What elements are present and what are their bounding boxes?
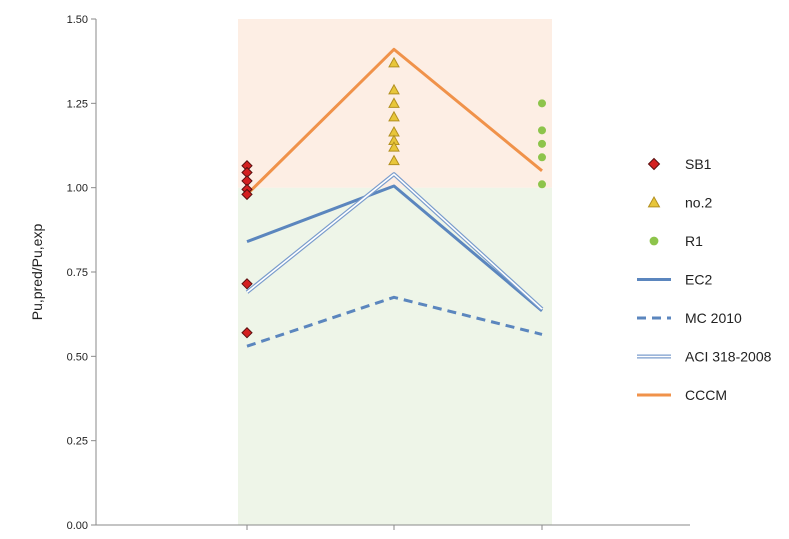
y-tick-label: 1.00 (67, 183, 88, 195)
data-point-sb1 (241, 188, 253, 201)
y-tick-label: 0.50 (67, 351, 88, 363)
data-point-no-2 (388, 97, 400, 108)
series-line-ec2 (246, 184, 543, 312)
data-point-r1 (538, 126, 546, 135)
legend-item-cccm-label: CCCM (685, 387, 727, 403)
series-line-aci-318-2008-inner (246, 173, 543, 310)
y-tick-label: 0.25 (67, 436, 88, 448)
legend-item-sb1-marker (647, 157, 661, 171)
y-tick-label: 0.00 (67, 520, 88, 532)
legend-item-mc-2010-label: MC 2010 (685, 310, 742, 326)
data-point-r1 (538, 99, 546, 108)
legend-item-ec2-label: EC2 (685, 272, 712, 288)
y-axis-title: Pu,pred/Pu,exp (29, 224, 45, 321)
y-tick-label: 1.25 (67, 98, 88, 110)
legend-item-sb1-label: SB1 (685, 156, 712, 172)
background-band-0 (238, 187, 552, 525)
data-point-r1 (538, 153, 546, 162)
y-tick-label: 0.75 (67, 267, 88, 279)
y-tick-label: 1.50 (67, 14, 88, 26)
legend-item-r1-label: R1 (685, 233, 703, 249)
data-point-no-2 (388, 56, 400, 68)
series-line-mc-2010 (246, 295, 543, 348)
data-point-no-2 (388, 110, 400, 122)
data-point-no-2 (388, 83, 400, 95)
data-point-r1 (538, 180, 546, 189)
data-point-no-2 (388, 154, 400, 166)
legend-item-r1-marker (649, 236, 659, 246)
data-point-sb1 (241, 278, 253, 290)
legend-item-no-2-marker (647, 195, 661, 208)
data-point-r1 (538, 139, 546, 148)
legend-item-aci-318-2008-label: ACI 318-2008 (685, 349, 772, 365)
series-line-cccm (245, 47, 543, 196)
data-point-no-2 (388, 141, 400, 152)
data-point-sb1 (241, 327, 253, 339)
legend-item-no-2-label: no.2 (685, 195, 712, 211)
